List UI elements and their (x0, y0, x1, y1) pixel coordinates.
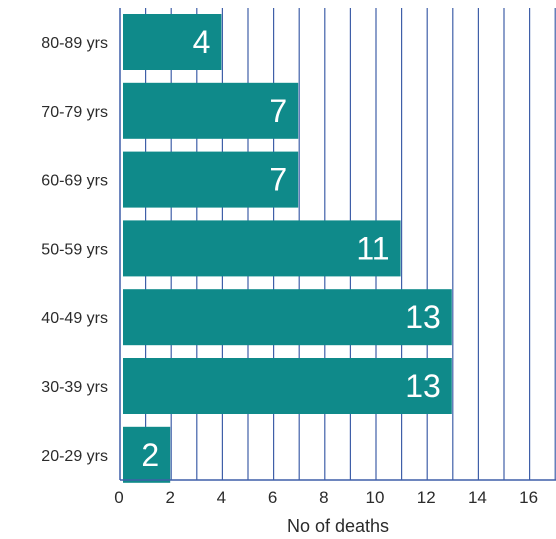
category-label: 20-29 yrs (41, 448, 108, 465)
category-label: 30-39 yrs (41, 379, 108, 396)
category-label: 80-89 yrs (41, 35, 108, 52)
bar (123, 14, 222, 70)
bar-value-label: 7 (269, 162, 287, 198)
bar (123, 82, 299, 139)
bar-value-label: 13 (405, 368, 441, 404)
category-label: 70-79 yrs (41, 104, 108, 121)
bars: 4 7 7 11 13 13 2 (123, 14, 452, 483)
bar-value-label: 4 (193, 24, 211, 60)
x-axis-title: No of deaths (287, 516, 389, 536)
category-label: 60-69 yrs (41, 173, 108, 190)
x-tick-label: 6 (268, 488, 277, 507)
bar-value-label: 2 (141, 437, 159, 473)
bar (123, 289, 452, 346)
bar (123, 220, 401, 277)
bar-value-label: 11 (356, 230, 389, 266)
category-label: 50-59 yrs (41, 241, 108, 258)
bar (123, 426, 171, 483)
x-tick-label: 8 (319, 488, 328, 507)
x-tick-label: 2 (165, 488, 174, 507)
x-tick-label: 4 (217, 488, 226, 507)
x-tick-label: 10 (366, 488, 385, 507)
bar (123, 358, 452, 414)
x-tick-label: 0 (114, 488, 123, 507)
bar-value-label: 13 (405, 299, 441, 335)
x-axis-ticks: 0 2 4 6 8 10 12 14 16 (114, 488, 538, 507)
x-tick-label: 16 (519, 488, 538, 507)
x-tick-label: 14 (468, 488, 487, 507)
bar-value-label: 7 (269, 93, 287, 129)
y-axis-labels: 80-89 yrs 70-79 yrs 60-69 yrs 50-59 yrs 40-4… (41, 35, 108, 465)
bar (123, 151, 299, 208)
category-label: 40-49 yrs (41, 310, 108, 327)
x-tick-label: 12 (417, 488, 436, 507)
